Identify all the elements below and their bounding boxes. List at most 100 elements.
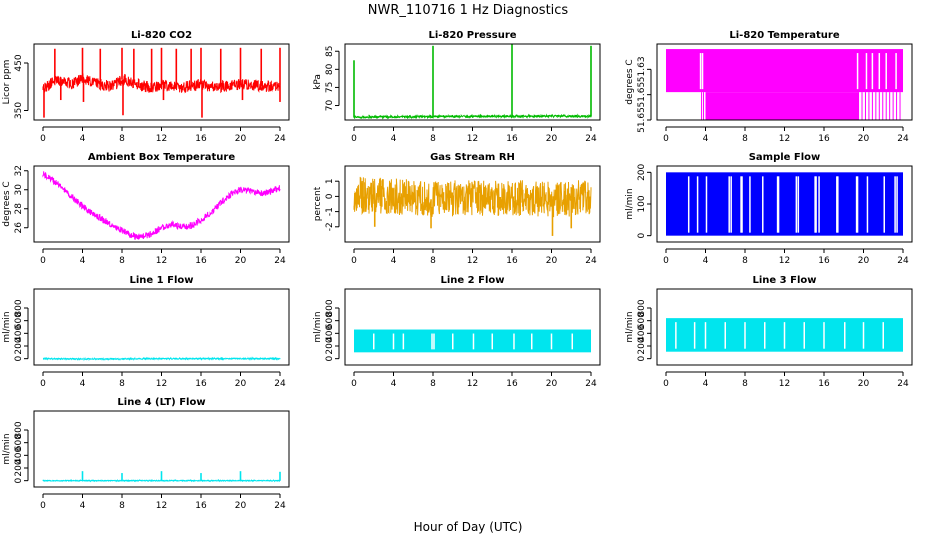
- chart-panel: Li-820 Pressure kPa 0 4 8 12 16 20 24 70 75 80 85: [313, 30, 601, 144]
- panel-title: Gas Stream RH: [430, 152, 515, 163]
- panel-title: Line 4 (LT) Flow: [117, 397, 205, 408]
- x-tick-label: 12: [467, 134, 478, 144]
- x-tick-label: 20: [235, 134, 247, 144]
- data-layer: [666, 172, 903, 236]
- y-axis-label: Licor ppm: [2, 60, 12, 105]
- x-tick-label: 12: [779, 134, 790, 144]
- panel-title: Li-820 CO2: [131, 30, 192, 41]
- x-tick-label: 4: [703, 256, 709, 266]
- y-tick-label: 26: [14, 222, 24, 234]
- data-layer: [42, 356, 281, 362]
- x-tick-label: 20: [546, 134, 558, 144]
- x-tick-label: 16: [506, 379, 518, 389]
- x-tick-label: 12: [156, 256, 167, 266]
- plot-frame: [656, 288, 913, 366]
- x-tick-label: 20: [546, 379, 558, 389]
- x-tick-label: 8: [119, 256, 125, 266]
- x-tick-label: 24: [274, 379, 286, 389]
- x-tick-label: 24: [585, 379, 597, 389]
- x-tick-label: 16: [195, 501, 207, 511]
- x-tick-label: 16: [818, 379, 830, 389]
- y-axis-label: ml/min: [313, 311, 323, 342]
- x-tick-label: 4: [80, 256, 86, 266]
- series-line: [353, 113, 592, 120]
- x-tick-label: 8: [430, 379, 436, 389]
- x-tick-label: 12: [467, 256, 478, 266]
- y-tick-label: 0: [325, 193, 335, 199]
- x-tick-label: 24: [274, 256, 286, 266]
- x-tick-label: 12: [156, 379, 167, 389]
- plot-frame: [33, 410, 290, 488]
- chart-panel: Line 3 Flow ml/min 0 4 8 12 16 20 24 0 20040060080…: [625, 275, 913, 389]
- x-tick-label: 16: [195, 134, 207, 144]
- y-tick-label: 0: [14, 356, 24, 362]
- y-tick-label: 85: [325, 46, 335, 57]
- y-tick-label: 600: [14, 434, 24, 451]
- y-tick-label: -2: [325, 222, 335, 231]
- y-tick-label: 0: [637, 356, 647, 362]
- x-tick-label: 12: [779, 379, 790, 389]
- y-tick-label: 51.65: [637, 82, 647, 108]
- plot-frame: [344, 165, 601, 243]
- y-tick-label: 200: [325, 337, 335, 354]
- x-tick-label: 24: [897, 379, 909, 389]
- y-tick-label: 0: [637, 233, 647, 239]
- y-tick-label: 350: [14, 102, 24, 119]
- x-tick-label: 16: [506, 256, 518, 266]
- figure-title: NWR_110716 1 Hz Diagnostics: [368, 3, 569, 18]
- x-tick-label: 20: [235, 379, 247, 389]
- x-tick-label: 8: [742, 256, 748, 266]
- data-layer: [42, 171, 281, 240]
- plot-frame: [344, 43, 601, 121]
- x-tick-label: 0: [40, 501, 46, 511]
- y-tick-label: 400: [325, 324, 335, 341]
- x-tick-label: 0: [40, 256, 46, 266]
- series-line: [353, 176, 592, 218]
- panel-title: Sample Flow: [749, 152, 821, 163]
- series-band: [666, 172, 903, 236]
- x-tick-label: 20: [858, 256, 870, 266]
- panel-title: Line 1 Flow: [130, 275, 194, 286]
- x-tick-label: 20: [235, 501, 247, 511]
- y-tick-label: 200: [14, 337, 24, 354]
- y-tick-label: 1: [325, 178, 335, 184]
- chart-panel: Li-820 CO2 Licor ppm 0 4 8 12 16 20 24 350 450: [2, 30, 290, 144]
- y-tick-label: 600: [14, 312, 24, 329]
- data-layer: [353, 44, 592, 120]
- y-axis-label: ml/min: [625, 311, 635, 342]
- y-axis-label: kPa: [313, 74, 323, 90]
- panel-title: Line 2 Flow: [441, 275, 505, 286]
- y-tick-label: 0: [14, 478, 24, 484]
- y-tick-label: 200: [637, 163, 647, 180]
- x-tick-label: 24: [585, 256, 597, 266]
- y-tick-label: 70: [325, 100, 335, 112]
- x-tick-label: 8: [430, 134, 436, 144]
- x-tick-label: 0: [40, 134, 46, 144]
- series-band: [666, 49, 903, 93]
- panel-title: Ambient Box Temperature: [88, 152, 235, 163]
- y-tick-label: -1: [325, 207, 335, 216]
- chart-panel: Line 2 Flow ml/min 0 4 8 12 16 20 24 0 20040060080…: [313, 275, 601, 389]
- x-tick-label: 24: [585, 134, 597, 144]
- y-tick-label: 32: [14, 165, 24, 176]
- y-axis-label: ml/min: [625, 188, 635, 219]
- chart-panel: Li-820 Temperature degrees C 0 4 8 12 16 20 24 51…: [625, 30, 913, 144]
- plot-frame: [33, 288, 290, 366]
- y-tick-label: 30: [14, 184, 24, 196]
- x-tick-label: 12: [156, 134, 167, 144]
- x-tick-label: 4: [80, 379, 86, 389]
- panel-title: Line 3 Flow: [753, 275, 817, 286]
- y-axis-label: ml/min: [2, 433, 12, 464]
- x-tick-label: 24: [897, 134, 909, 144]
- y-tick-label: 600: [637, 312, 647, 329]
- x-tick-label: 0: [40, 379, 46, 389]
- x-tick-label: 0: [663, 134, 669, 144]
- x-tick-label: 20: [235, 256, 247, 266]
- plot-frame: [344, 288, 601, 366]
- y-tick-label: 75: [325, 82, 335, 93]
- x-tick-label: 4: [391, 379, 397, 389]
- plot-frame: [656, 43, 913, 121]
- chart-panel: Line 4 (LT) Flow ml/min 0 4 8 12 16 20 24 0 200400…: [2, 397, 290, 511]
- y-tick-label: 400: [637, 324, 647, 341]
- x-tick-label: 4: [703, 379, 709, 389]
